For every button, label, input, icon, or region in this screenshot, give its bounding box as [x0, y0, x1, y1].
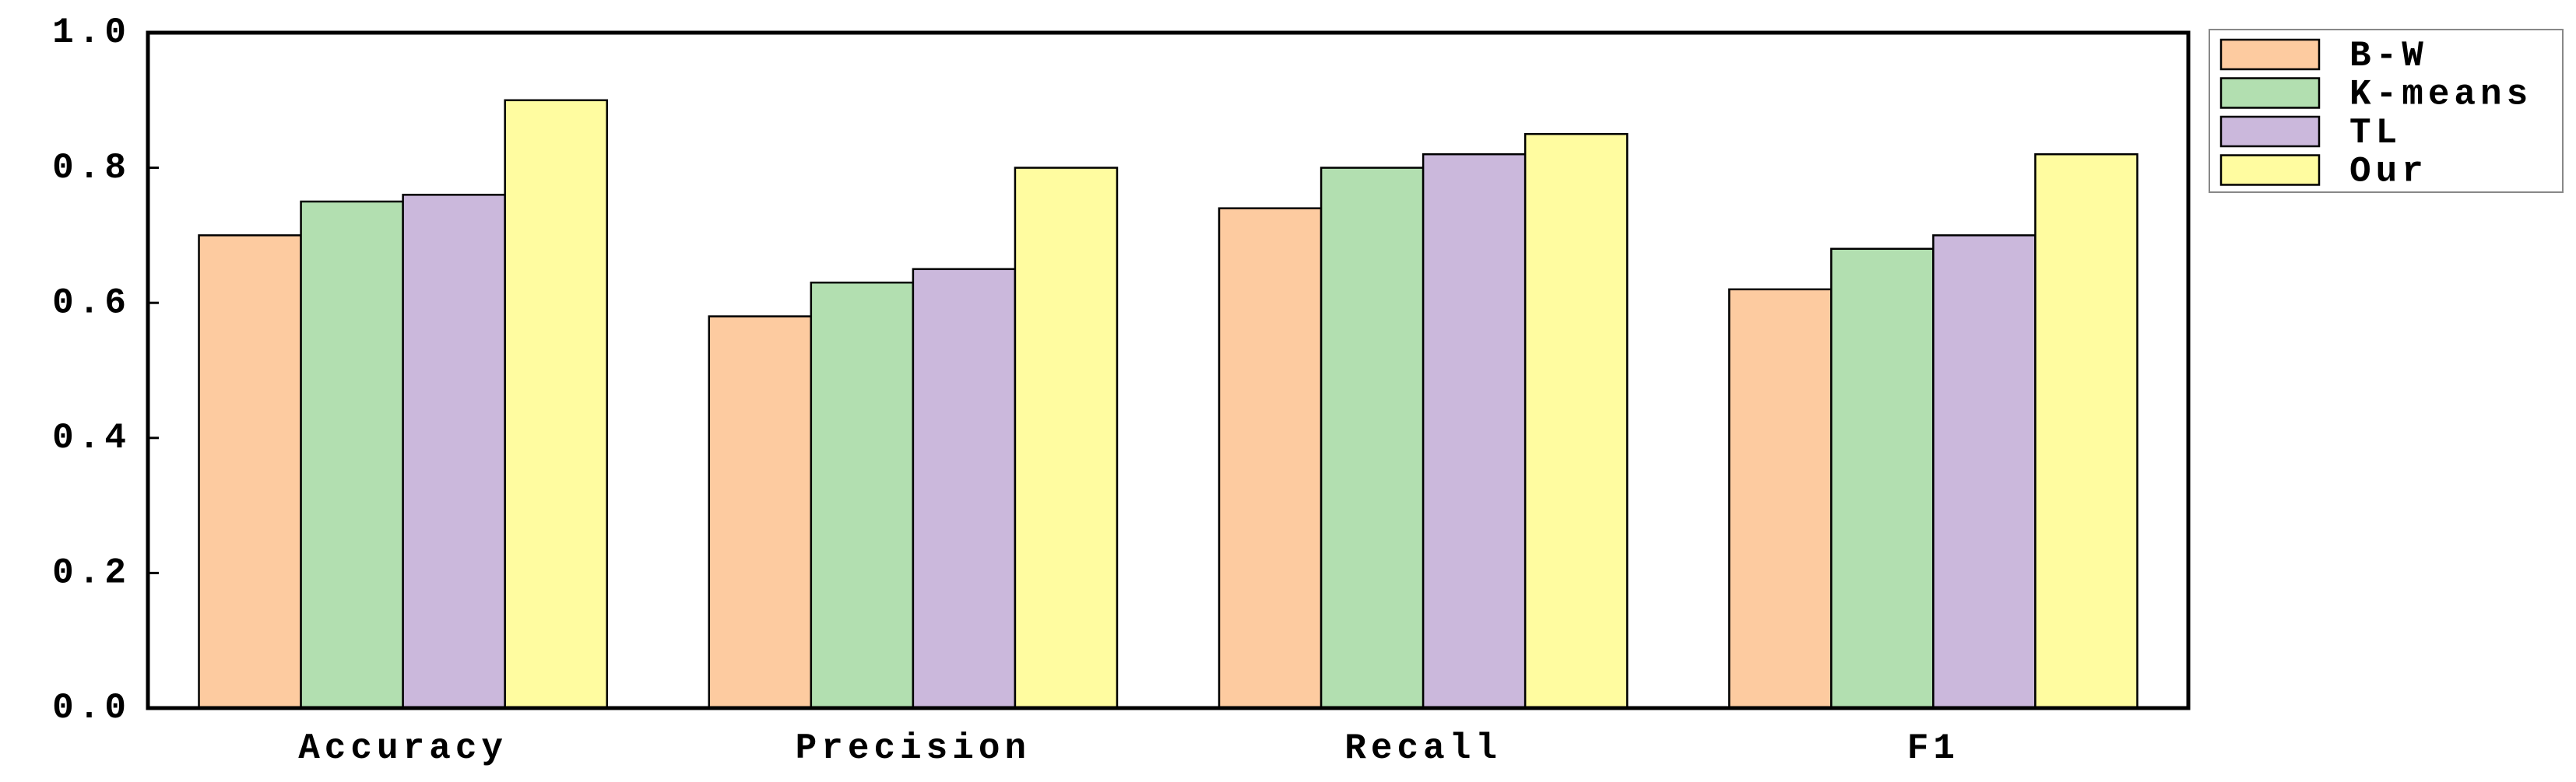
legend-swatch	[2219, 77, 2321, 109]
bar	[2034, 153, 2138, 710]
bar	[198, 234, 302, 710]
legend-label: Our	[2349, 152, 2428, 192]
bar	[1523, 132, 1629, 710]
bar	[708, 315, 813, 710]
bar	[1932, 234, 2037, 710]
x-tick-label: Precision	[796, 728, 1031, 769]
legend-swatch	[2219, 38, 2321, 71]
legend-swatch	[2219, 115, 2321, 148]
y-tick-label: 0.4	[52, 418, 131, 458]
bar	[912, 268, 1017, 710]
y-tick-label: 0.2	[52, 553, 131, 594]
bar	[300, 200, 404, 710]
legend-swatch	[2219, 154, 2321, 186]
y-tick-label: 0.6	[52, 282, 131, 323]
y-tick-label: 0.8	[52, 148, 131, 188]
bar	[1422, 153, 1527, 710]
y-tick-label: 1.0	[52, 12, 131, 53]
bar	[1320, 167, 1425, 710]
legend-label: B-W	[2349, 36, 2428, 76]
bar	[1218, 207, 1323, 710]
bar	[1728, 288, 1833, 710]
bar	[402, 194, 506, 710]
bar	[1014, 167, 1119, 710]
x-tick-label: Accuracy	[298, 728, 508, 769]
legend-label: K-means	[2349, 75, 2532, 115]
legend-label: TL	[2349, 113, 2402, 153]
y-tick-label: 0.0	[52, 688, 131, 728]
x-tick-label: F1	[1907, 728, 1959, 769]
bar	[810, 281, 915, 710]
bar	[1830, 247, 1935, 710]
plot-frame	[146, 30, 2191, 710]
x-tick-label: Recall	[1344, 728, 1502, 769]
bar	[504, 99, 608, 710]
